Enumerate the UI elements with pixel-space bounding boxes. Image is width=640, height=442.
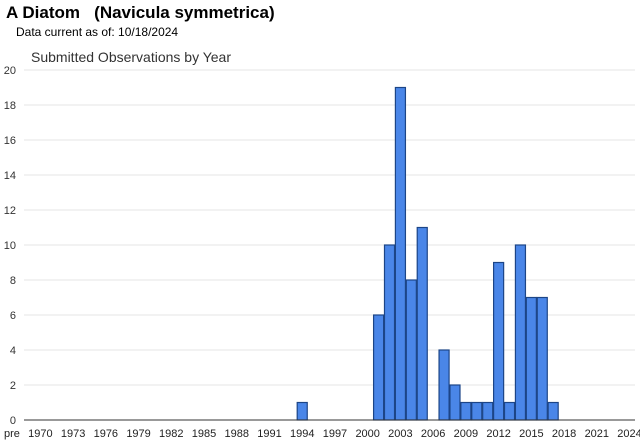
bar-2003 — [394, 86, 407, 421]
bar-2014 — [514, 244, 527, 421]
bar-1994 — [296, 401, 308, 421]
gridlines — [24, 69, 635, 386]
x-tick-label: 1973 — [61, 428, 85, 440]
bar-2017 — [547, 401, 559, 421]
bar-2005 — [416, 226, 428, 421]
bar-2016 — [536, 296, 548, 421]
bar-2013 — [503, 401, 516, 421]
bar-2011 — [482, 401, 494, 421]
data-current-note: Data current as of: 10/18/2024 — [16, 25, 179, 39]
x-axis-ticks: pre 1970 1973 1976 1979 1982 1985 1988 1991 1994 1… — [4, 428, 640, 440]
y-tick-label: 2 — [10, 380, 16, 392]
bars — [296, 86, 559, 421]
x-tick-label: 1970 — [28, 428, 52, 440]
bar-2001 — [372, 314, 385, 421]
x-tick-label: 2021 — [585, 428, 609, 440]
x-tick-label: 2000 — [355, 428, 379, 440]
x-tick-label: 1985 — [192, 428, 216, 440]
x-tick-label: 1997 — [323, 428, 347, 440]
bar-2009 — [460, 401, 472, 421]
y-tick-label: 4 — [10, 345, 16, 357]
y-tick-label: 6 — [10, 310, 16, 322]
x-tick-label: 2006 — [421, 428, 445, 440]
bar-2015 — [525, 296, 537, 421]
y-tick-label: 18 — [4, 100, 16, 112]
y-tick-label: 14 — [4, 170, 16, 182]
bar-2007 — [438, 349, 450, 421]
y-tick-label: 12 — [4, 205, 16, 217]
y-axis-ticks: 0 2 4 6 8 10 12 14 16 18 20 — [4, 65, 16, 427]
x-tick-label: 2003 — [388, 428, 412, 440]
y-tick-label: 0 — [10, 415, 16, 427]
x-tick-label: 1988 — [225, 428, 249, 440]
page-title: A Diatom (Navicula symmetrica) — [6, 3, 275, 22]
y-tick-label: 20 — [4, 65, 16, 77]
x-tick-label: 1976 — [94, 428, 118, 440]
x-tick-label: 2015 — [519, 428, 543, 440]
bar-2010 — [471, 401, 483, 421]
x-tick-label: 1994 — [290, 428, 314, 440]
y-tick-label: 8 — [10, 275, 16, 287]
x-tick-label: 2024 — [617, 428, 640, 440]
x-tick-label: 1991 — [257, 428, 281, 440]
x-tick-label: 2018 — [552, 428, 576, 440]
x-tick-label: 1982 — [159, 428, 183, 440]
y-tick-label: 10 — [4, 240, 16, 252]
x-tick-label: 2009 — [454, 428, 478, 440]
x-tick-label: 1979 — [126, 428, 150, 440]
x-tick-label: pre — [4, 428, 20, 440]
bar-2008 — [449, 384, 461, 421]
chart-title: Submitted Observations by Year — [31, 49, 232, 65]
bar-2012 — [492, 261, 505, 421]
y-tick-label: 16 — [4, 135, 16, 147]
x-tick-label: 2012 — [486, 428, 510, 440]
bar-2004 — [405, 279, 417, 421]
bar-2002 — [383, 244, 396, 421]
